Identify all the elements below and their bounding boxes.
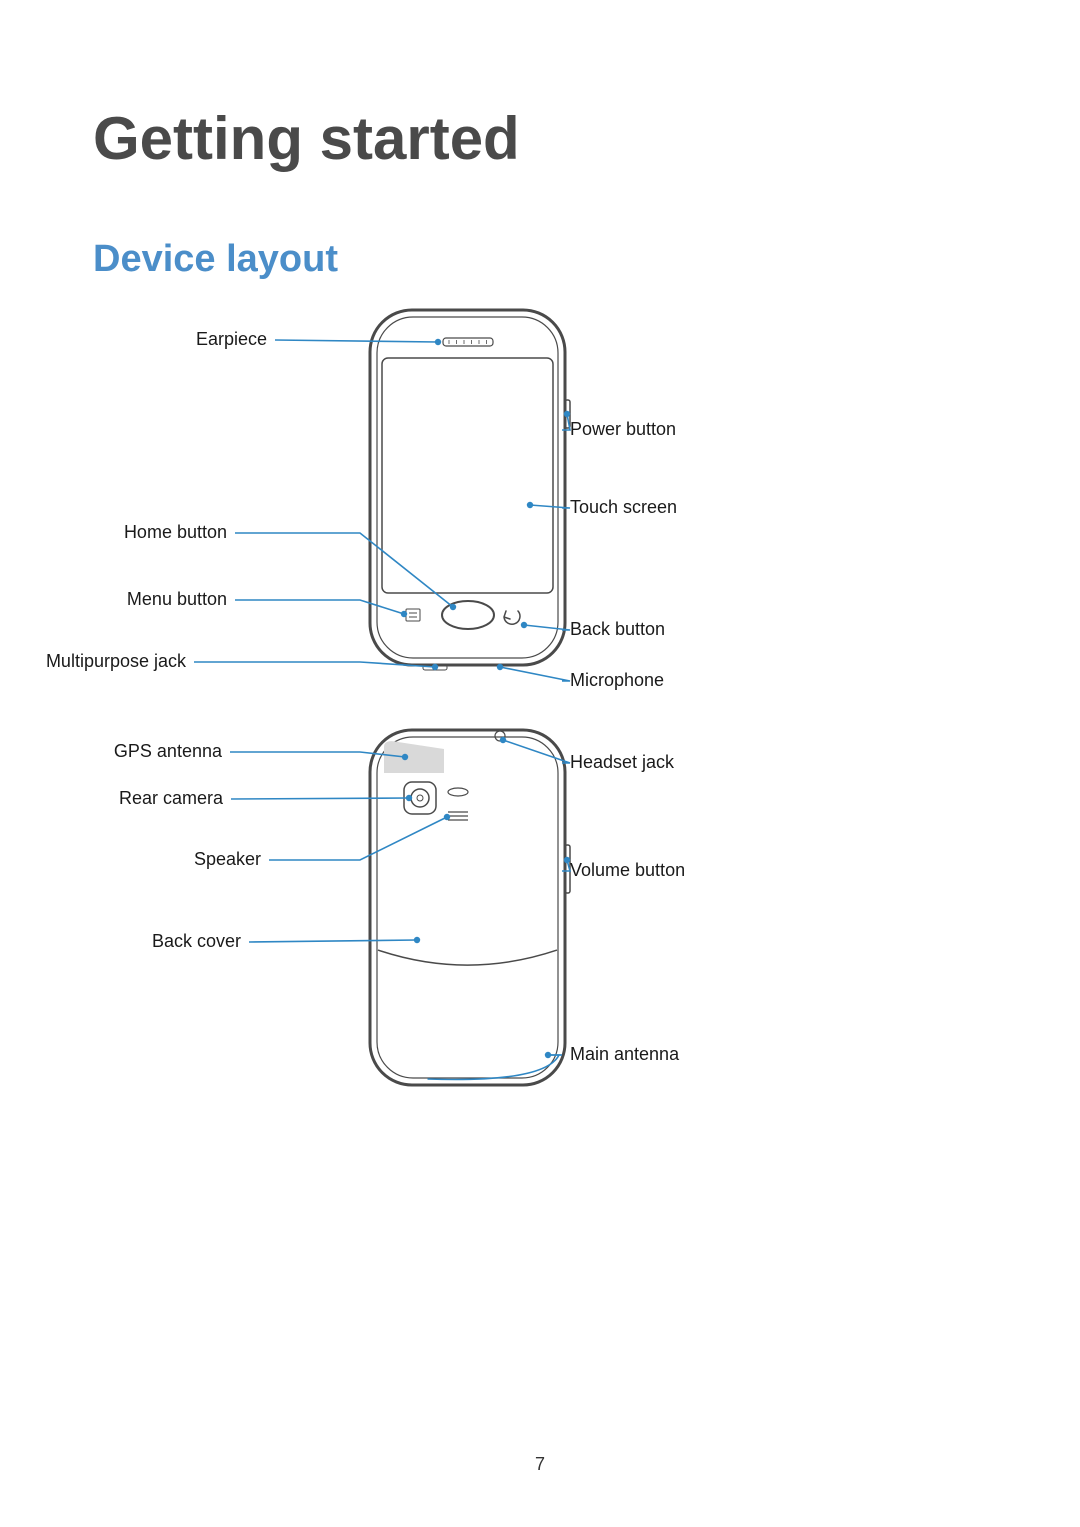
page-number: 7 — [0, 1454, 1080, 1475]
page-title: Getting started — [93, 104, 520, 173]
callout-label-touch: Touch screen — [570, 497, 677, 518]
callout-label-power: Power button — [570, 419, 676, 440]
callout-label-gps: GPS antenna — [0, 741, 222, 762]
callout-label-volume: Volume button — [570, 860, 685, 881]
callout-label-back: Back button — [570, 619, 665, 640]
callout-label-headset: Headset jack — [570, 752, 674, 773]
callout-label-earpiece: Earpiece — [0, 329, 267, 350]
callout-label-backcover: Back cover — [0, 931, 241, 952]
callout-label-rearcam: Rear camera — [0, 788, 223, 809]
device-layout-figure: Earpiece Home button Menu button Multipurpo… — [0, 300, 1080, 1100]
callout-label-home: Home button — [0, 522, 227, 543]
callout-label-menu: Menu button — [0, 589, 227, 610]
callout-label-mpjack: Multipurpose jack — [0, 651, 186, 672]
callout-label-antenna: Main antenna — [570, 1044, 679, 1065]
callout-label-mic: Microphone — [570, 670, 664, 691]
section-title: Device layout — [93, 238, 338, 281]
callout-label-speaker: Speaker — [0, 849, 261, 870]
